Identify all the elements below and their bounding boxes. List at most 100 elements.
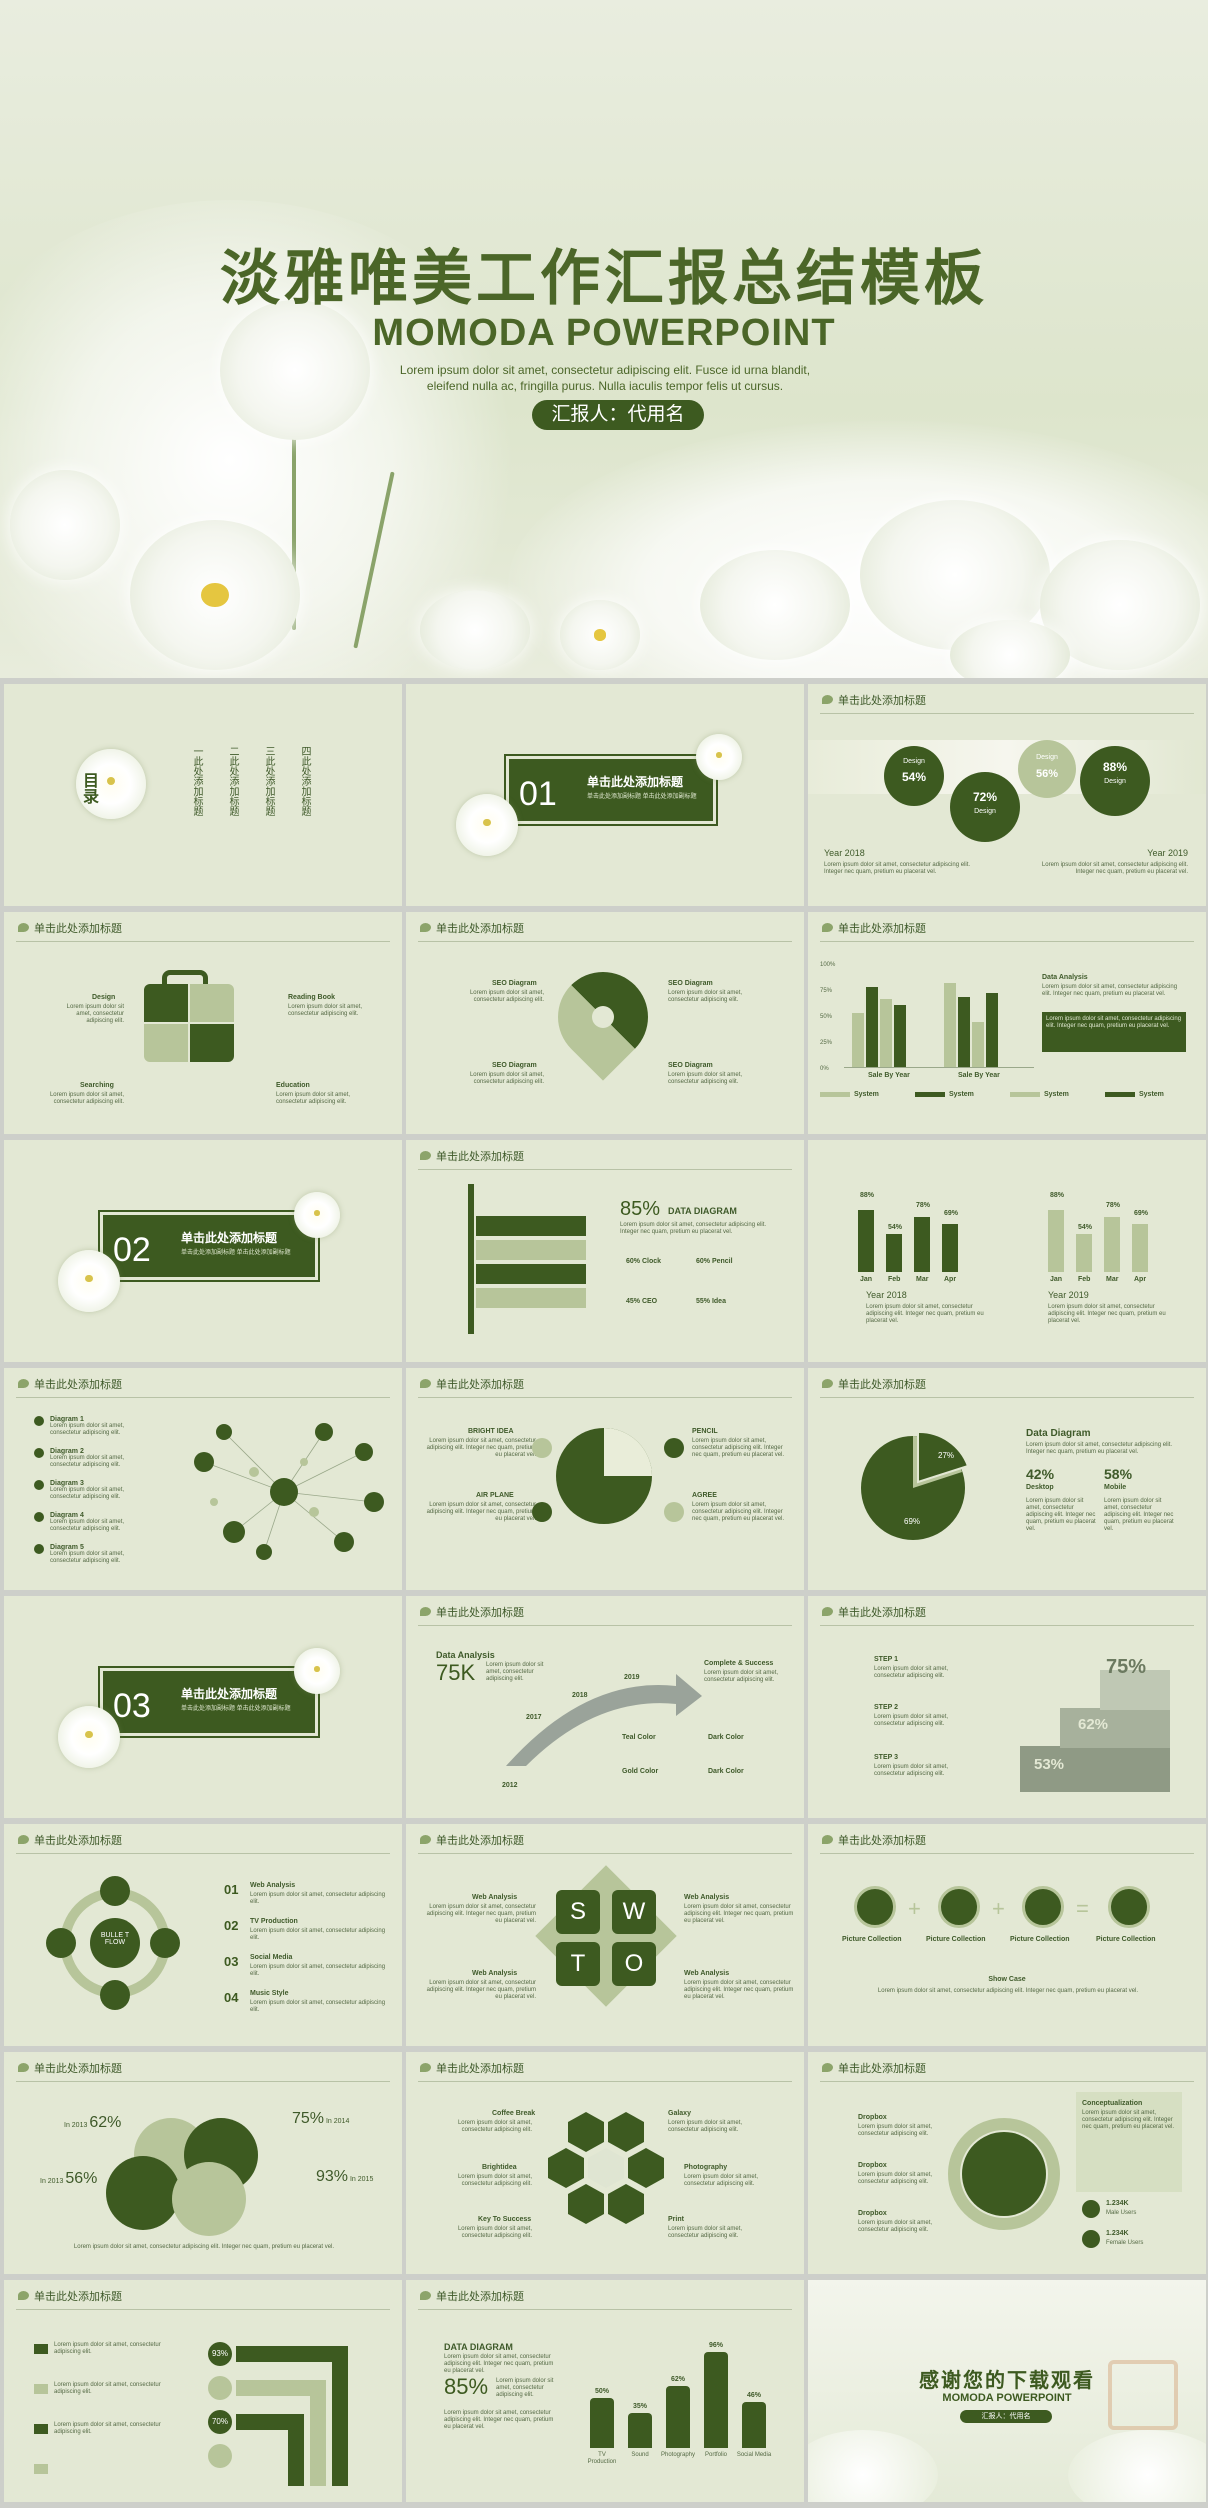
bar-group-2019 [1048,1202,1168,1272]
swot-t: T [556,1942,600,1986]
thanks-subtitle: MOMODA POWERPOINT [942,2392,1072,2404]
slide-picture-collection[interactable]: 单击此处添加标题 + + = Picture Collection Pictur… [808,1824,1206,2046]
slide-swot[interactable]: 单击此处添加标题 S W T O Web Analysis Lorem ipsu… [406,1824,804,2046]
column-category: Social Media [736,2452,772,2458]
column-value: 62% [670,2376,685,2383]
slide-header: 单击此处添加标题 [418,1606,792,1626]
slide-puzzle-bag[interactable]: 单击此处添加标题 Design Lorem ipsum dolor sit am… [4,912,402,1134]
seo-label: SEO Diagram [668,980,713,987]
section-card: 01 单击此处添加标题 单击此处添加副标题 单击此处添加副标题 [504,754,718,826]
column-bar [590,2398,614,2448]
slide-venn-bubbles[interactable]: 单击此处添加标题 In 2013 62% In 2013 56% 75% In … [4,2052,402,2274]
stair-step [1100,1670,1170,1710]
pencil-icon [468,1184,474,1334]
y-tick-label: 25% [820,1040,833,1046]
slide-header: 单击此处添加标题 [418,922,792,942]
flow-center: BULLE T FLOW [90,1918,140,1968]
svg-text:69%: 69% [904,1517,920,1526]
puzzle-label: Design [92,994,116,1001]
slide-thanks[interactable]: 感谢您的下载观看 MOMODA POWERPOINT 汇报人：代用名 [808,2280,1206,2502]
diagram-item: Diagram 1 Lorem ipsum dolor sit amet, con… [34,1416,160,1437]
slide-bullet-flow[interactable]: 单击此处添加标题 BULLE T FLOW 01 Web Analysis Lore… [4,1824,402,2046]
slide-header: 单击此处添加标题 [16,1834,390,1854]
slide-header: 单击此处添加标题 [418,2062,792,2082]
slide-network[interactable]: 单击此处添加标题 Diagram 1 Lorem ipsum dolor sit … [4,1368,402,1590]
swot-o: O [612,1942,656,1986]
slide-pencil-diagram[interactable]: 单击此处添加标题 85% DATA DIAGRAM Lorem ipsum do… [406,1140,804,1362]
slide-seo-pin[interactable]: 单击此处添加标题 SEO Diagram Lorem ipsum dolor s… [406,912,804,1134]
slide-toc[interactable]: 目录 一此处添加标题 二此处添加标题 三此处添加标题 四此处添加标题 [4,684,402,906]
section-card: 03 单击此处添加标题 单击此处添加副标题 单击此处添加副标题 [98,1666,320,1738]
bar-group-2018 [858,1202,978,1272]
slide-data-diagram[interactable]: 单击此处添加标题 DATA DIAGRAM Lorem ipsum dolor … [406,2280,804,2502]
slide-section-01[interactable]: 01 单击此处添加标题 单击此处添加副标题 单击此处添加副标题 [406,684,804,906]
puzzle-label: Reading Book [288,994,336,1001]
stat-circle: Design 54% [884,746,944,806]
slide-header: 单击此处添加标题 [820,922,1194,942]
growth-arrow [506,1674,702,1766]
slide-arc-bars[interactable]: 单击此处添加标题 Lorem ipsum dolor sit amet, con… [4,2280,402,2502]
slide-stairs[interactable]: 单击此处添加标题 STEP 1 Lorem ipsum dolor sit am… [808,1596,1206,1818]
stat-circle: Design 56% [1018,740,1076,798]
pie-chart: 27% 69% [861,1430,970,1540]
flower [700,550,850,660]
svg-text:27%: 27% [938,1451,954,1460]
diagram-item: Diagram 4 Lorem ipsum dolor sit amet, con… [34,1512,160,1533]
diagram-icon [34,1448,44,1458]
cover-slide: 淡雅唯美工作汇报总结模板 MOMODA POWERPOINT Lorem ips… [0,0,1208,678]
stat-circle: 88% Design [1080,746,1150,816]
column-value: 96% [708,2342,723,2349]
year-label: Year 2019 [1147,848,1188,858]
slide-monthly-bars[interactable]: 88% 54% 78% 69% 88% 54% 78% 69% Jan Feb … [808,1140,1206,1362]
slide-header: 单击此处添加标题 [16,1378,390,1398]
slide-sphere[interactable]: 单击此处添加标题 BRIGHT IDEA Lorem ipsum dolor s… [406,1368,804,1590]
diagram-icon [34,1480,44,1490]
cover-description: Lorem ipsum dolor sit amet, consectetur … [399,363,811,393]
toc-item: 一此处添加标题 [191,746,202,816]
toc-item: 四此处添加标题 [299,746,310,816]
slide-header: 单击此处添加标题 [418,1378,792,1398]
slide-header: 单击此处添加标题 [820,1378,1194,1398]
puzzle-label: Education [276,1082,310,1089]
slide-header: 单击此处添加标题 [820,694,1194,714]
section-card: 02 单击此处添加标题 单击此处添加副标题 单击此处添加副标题 [98,1210,320,1282]
column-category: Photography [660,2452,696,2458]
slide-section-03[interactable]: 03 单击此处添加标题 单击此处添加副标题 单击此处添加副标题 [4,1596,402,1818]
swot-w: W [612,1890,656,1934]
slide-growth-arrow[interactable]: 单击此处添加标题 Data Analysis 75K Lorem ipsum d… [406,1596,804,1818]
slide-header: 单击此处添加标题 [16,2290,390,2310]
toc-label: 目录 [80,772,97,804]
slide-bar-chart[interactable]: 单击此处添加标题 100% 75% 50% 25% 0% Sale By Year Sa… [808,912,1206,1134]
diagram-icon [34,1416,44,1426]
diagram-item: Diagram 5 Lorem ipsum dolor sit amet, con… [34,1544,160,1565]
slide-header: 单击此处添加标题 [418,1834,792,1854]
hexagon-cluster [548,2112,664,2224]
column-category: Portfolio [704,2452,727,2458]
flower [950,620,1070,678]
y-tick-label: 0% [820,1066,829,1072]
column-bar [628,2413,652,2448]
slide-header: 单击此处添加标题 [820,1834,1194,1854]
flower [10,470,120,580]
column-bar [742,2402,766,2448]
slide-section-02[interactable]: 02 单击此处添加标题 单击此处添加副标题 单击此处添加副标题 [4,1140,402,1362]
lily-image [76,749,146,819]
slide-social-pie[interactable]: 单击此处添加标题 27% 69% Data Diagram Lorem ipsu… [808,1368,1206,1590]
big-percent: 85% [620,1198,661,1220]
flower-stem [292,400,296,630]
slide-donut-users[interactable]: 单击此处添加标题 Dropbox Lorem ipsum dolor sit a… [808,2052,1206,2274]
column-category: TV Production [587,2452,617,2465]
column-chart: 50% TV Production 35% Sound 62% Photography 96… [584,2338,784,2468]
stair-step [1060,1708,1170,1748]
slide-hexagons[interactable]: 单击此处添加标题 Coffee Break Lorem ipsum dolor … [406,2052,804,2274]
flower [560,600,640,670]
column-bar [704,2352,728,2448]
column-value: 46% [746,2392,761,2399]
column-value: 35% [632,2403,647,2410]
toc-item: 三此处添加标题 [263,746,274,816]
slide-header: 单击此处添加标题 [418,1150,792,1170]
swot-s: S [556,1890,600,1934]
column-category: Sound [631,2452,649,2458]
slide-circles-years[interactable]: 单击此处添加标题 Design 54% 72% Design Design 56… [808,684,1206,906]
slide-header: 单击此处添加标题 [16,922,390,942]
